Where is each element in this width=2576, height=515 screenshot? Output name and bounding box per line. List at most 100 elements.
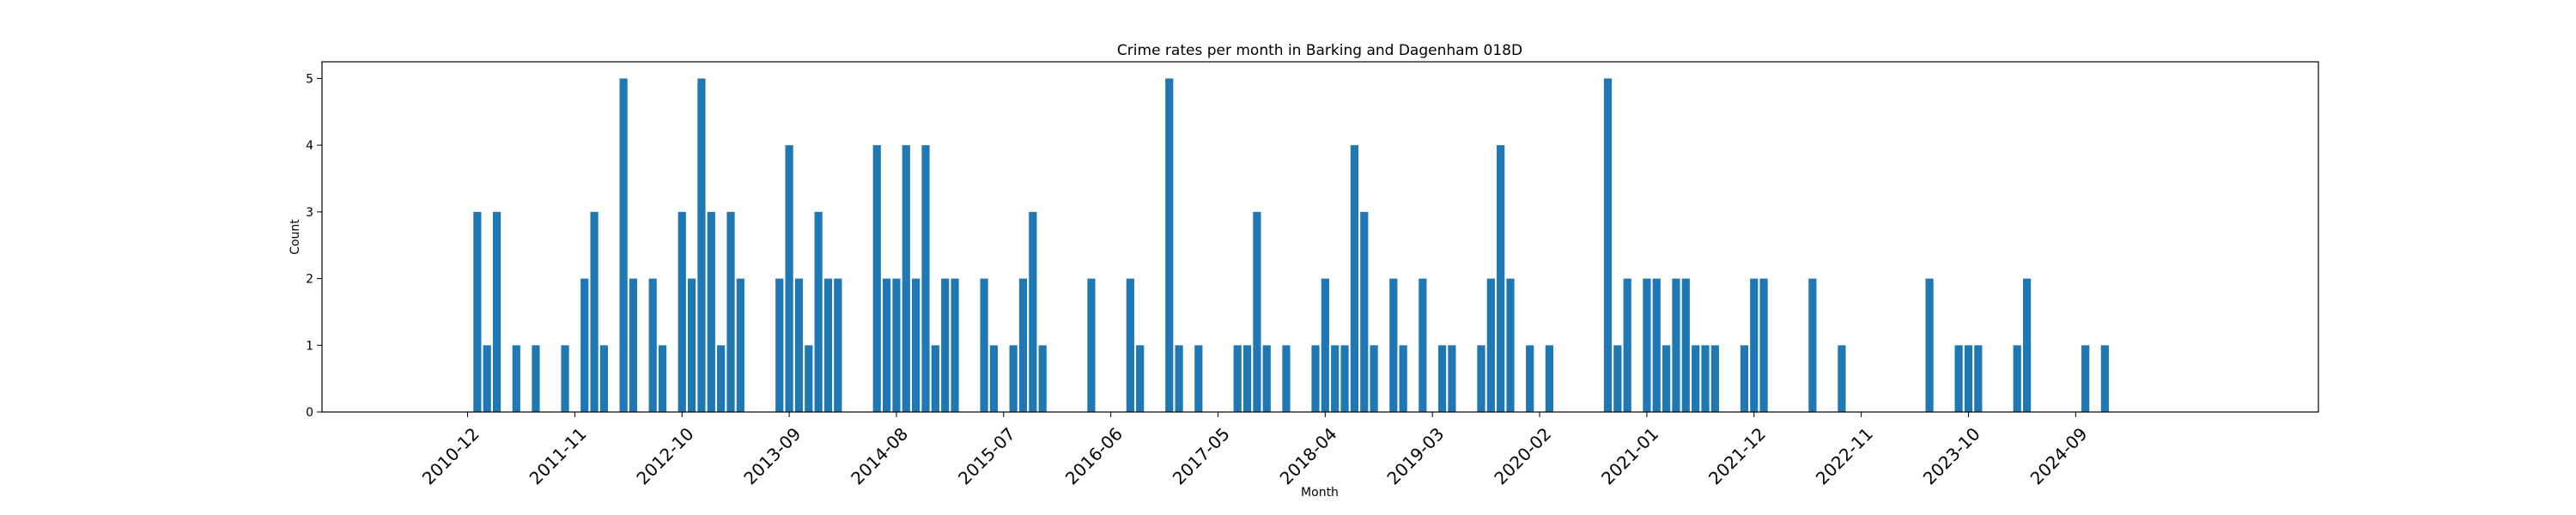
bar-2014-09 xyxy=(902,145,910,412)
bar-2011-01 xyxy=(473,211,482,412)
bar-2011-03 xyxy=(493,211,501,412)
bar-2012-01 xyxy=(590,211,598,412)
bar-2019-02 xyxy=(1419,278,1427,412)
bar-2015-01 xyxy=(941,278,950,412)
bar-2015-02 xyxy=(951,278,959,412)
bar-2021-04 xyxy=(1672,278,1680,412)
bars-layer xyxy=(473,78,2109,413)
bar-2016-08 xyxy=(1126,278,1134,412)
bar-2017-09 xyxy=(1253,211,1261,412)
bar-2012-04 xyxy=(619,78,628,413)
x-axis-label: Month xyxy=(1301,486,1339,500)
bar-2021-06 xyxy=(1692,345,1700,412)
bar-2019-10 xyxy=(1497,145,1505,412)
y-tick-label: 2 xyxy=(306,273,313,287)
bar-2019-04 xyxy=(1437,345,1447,412)
bar-2024-03 xyxy=(2013,345,2021,412)
bar-2011-05 xyxy=(512,345,520,412)
bar-2024-10 xyxy=(2081,345,2090,412)
bar-2014-07 xyxy=(883,278,891,412)
bar-2017-12 xyxy=(1282,345,1291,412)
bar-2018-07 xyxy=(1350,145,1358,412)
bar-2024-12 xyxy=(2100,345,2109,412)
bar-2013-11 xyxy=(805,345,813,412)
bar-2022-09 xyxy=(1838,345,1846,412)
bar-2021-07 xyxy=(1701,345,1710,412)
bar-2014-10 xyxy=(912,278,920,412)
bar-2020-01 xyxy=(1526,345,1534,412)
bar-2013-01 xyxy=(707,211,715,412)
bar-2014-02 xyxy=(834,278,842,412)
bar-2015-09 xyxy=(1018,278,1028,412)
bar-2020-10 xyxy=(1613,345,1622,412)
y-tick-label: 4 xyxy=(306,139,313,153)
bar-2011-10 xyxy=(561,345,569,412)
bar-2023-10 xyxy=(1964,345,1973,412)
y-axis-label: Count xyxy=(289,219,302,255)
bar-2019-08 xyxy=(1477,345,1485,412)
bar-2016-12 xyxy=(1165,78,1174,413)
bar-2021-05 xyxy=(1681,278,1690,412)
bar-2017-10 xyxy=(1262,345,1271,412)
bar-2019-11 xyxy=(1506,278,1515,412)
bar-2013-03 xyxy=(726,211,735,412)
bar-2021-11 xyxy=(1740,345,1748,412)
bar-2012-08 xyxy=(658,345,667,412)
bar-2015-11 xyxy=(1038,345,1047,412)
bar-2021-03 xyxy=(1662,345,1671,412)
bar-2013-09 xyxy=(785,145,793,412)
bar-2014-06 xyxy=(872,145,881,412)
bar-2013-10 xyxy=(794,278,804,412)
bar-2015-08 xyxy=(1009,345,1018,412)
bar-2023-11 xyxy=(1974,345,1983,412)
bar-2021-08 xyxy=(1710,345,1719,412)
bar-2013-08 xyxy=(775,278,784,412)
chart-title: Crime rates per month in Barking and Dag… xyxy=(1117,42,1522,59)
bar-2011-07 xyxy=(532,345,540,412)
plot-frame xyxy=(321,61,2319,413)
bar-2016-04 xyxy=(1087,278,1096,412)
bar-2015-05 xyxy=(980,278,988,412)
bar-2018-09 xyxy=(1370,345,1378,412)
bar-2021-12 xyxy=(1750,278,1759,412)
bar-2019-05 xyxy=(1448,345,1456,412)
bar-2012-11 xyxy=(688,278,696,412)
bar-2021-01 xyxy=(1643,278,1651,412)
bar-2017-01 xyxy=(1175,345,1183,412)
bar-2018-08 xyxy=(1360,211,1369,412)
bar-2017-08 xyxy=(1242,345,1252,412)
bar-2013-04 xyxy=(736,278,744,412)
bar-2012-07 xyxy=(648,278,657,412)
bar-2012-05 xyxy=(629,278,638,412)
bar-2012-02 xyxy=(599,345,609,412)
bar-2020-09 xyxy=(1603,78,1613,413)
bar-2017-07 xyxy=(1233,345,1242,412)
bar-2014-11 xyxy=(921,145,930,412)
bar-2015-10 xyxy=(1029,211,1037,412)
bar-2018-11 xyxy=(1389,278,1398,412)
bar-2018-03 xyxy=(1311,345,1320,412)
bar-2011-12 xyxy=(580,278,589,412)
bar-2022-01 xyxy=(1759,278,1768,412)
bar-2019-09 xyxy=(1486,278,1495,412)
bar-2020-03 xyxy=(1545,345,1553,412)
bar-2012-12 xyxy=(697,78,706,413)
bar-2018-05 xyxy=(1331,345,1340,412)
y-tick-label: 5 xyxy=(306,72,313,86)
bar-2018-04 xyxy=(1321,278,1329,412)
y-tick-label: 1 xyxy=(306,339,313,353)
bar-2017-03 xyxy=(1194,345,1203,412)
y-tick-label: 3 xyxy=(306,206,313,220)
bar-2013-12 xyxy=(814,211,823,412)
bar-2014-12 xyxy=(931,345,939,412)
bar-2013-02 xyxy=(717,345,726,412)
bar-2011-02 xyxy=(483,345,491,412)
bar-2018-06 xyxy=(1340,345,1349,412)
bar-2014-01 xyxy=(823,278,833,412)
bar-2023-06 xyxy=(1925,278,1934,412)
bar-2022-06 xyxy=(1808,278,1817,412)
bar-2016-09 xyxy=(1136,345,1145,412)
